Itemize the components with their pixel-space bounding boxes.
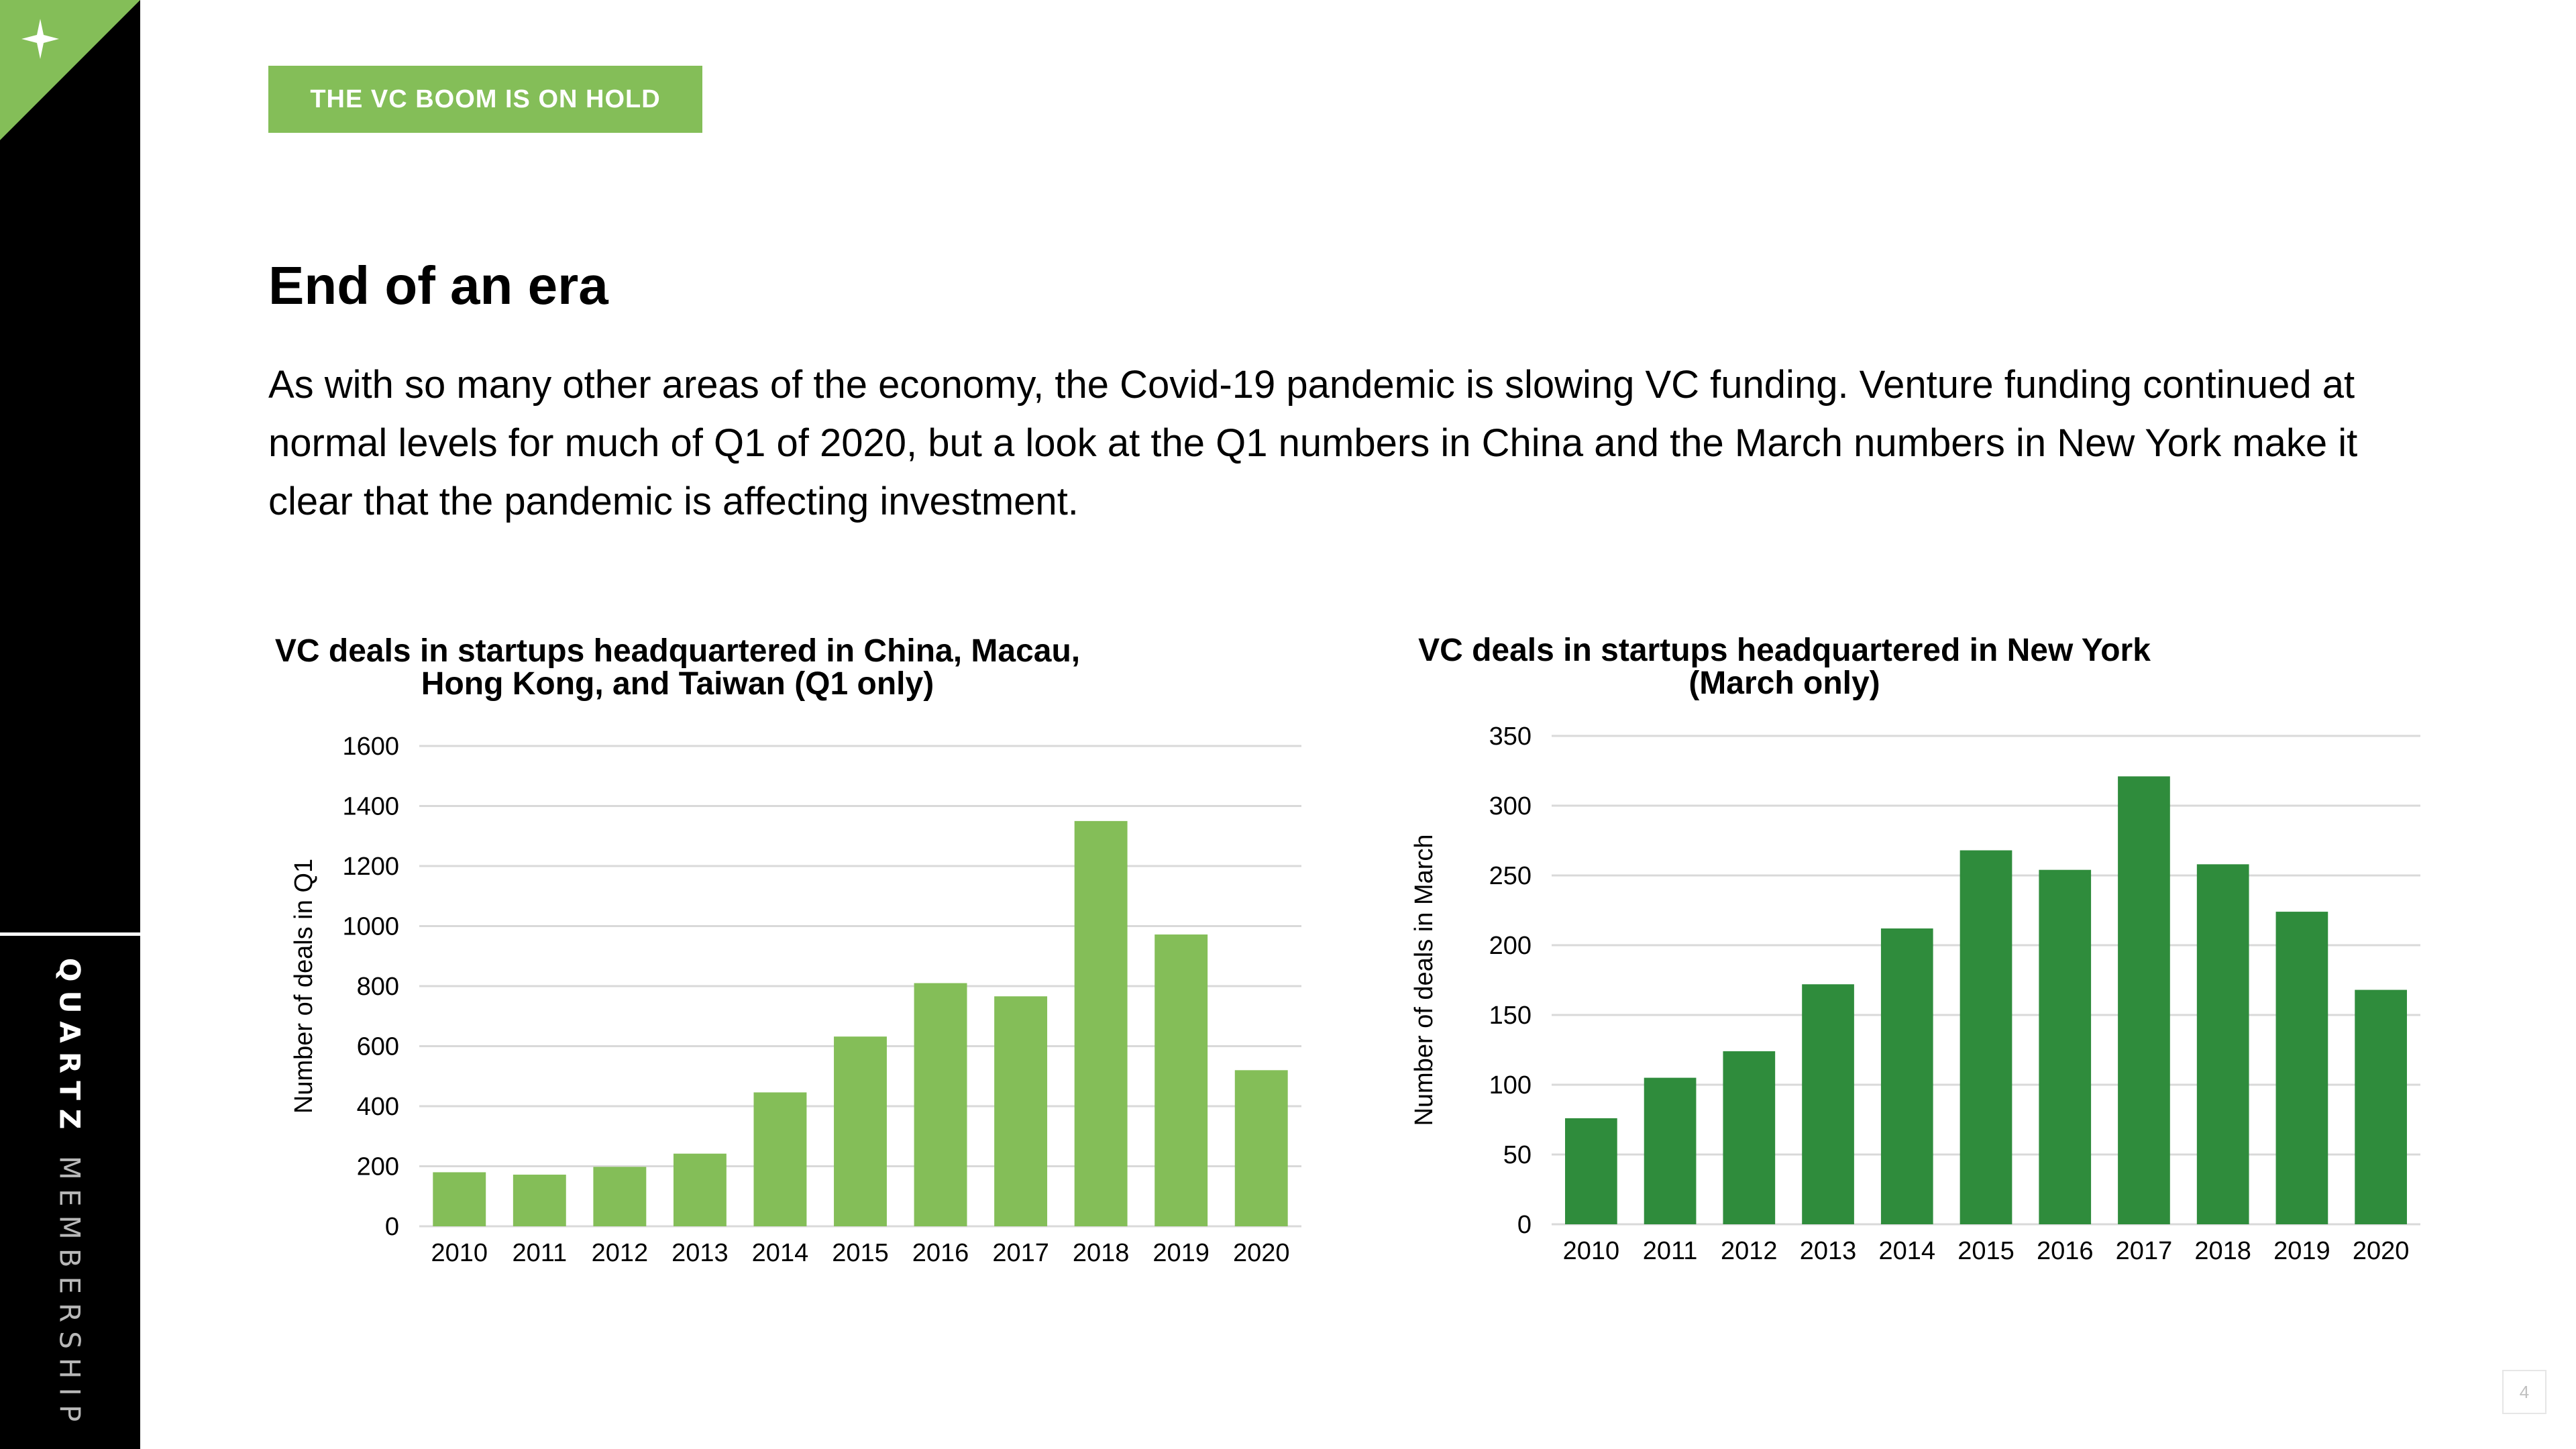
chart-canvas: VC deals in startups headquartered in Ne… <box>1410 633 2420 1265</box>
bar <box>1723 1051 1776 1224</box>
x-tick-label: 2016 <box>2037 1237 2094 1265</box>
brand-sidebar: QUARTZ MEMBERSHIP <box>0 0 140 1449</box>
brand-secondary: MEMBERSHIP <box>53 1155 87 1431</box>
y-axis-label: Number of deals in March <box>1410 834 1438 1126</box>
x-tick-label: 2020 <box>1233 1239 1290 1267</box>
corner-triangle <box>0 0 140 140</box>
x-tick-label: 2017 <box>992 1239 1049 1267</box>
bar <box>2039 869 2092 1224</box>
chart-title: VC deals in startups headquartered in Ne… <box>1418 633 2151 668</box>
bar <box>834 1036 887 1226</box>
x-tick-label: 2015 <box>1957 1237 2015 1265</box>
bar <box>1880 928 1933 1224</box>
x-tick-label: 2018 <box>2194 1237 2251 1265</box>
y-tick-label: 200 <box>357 1153 399 1181</box>
bar <box>513 1175 566 1226</box>
corner-accent <box>0 0 140 140</box>
y-tick-label: 350 <box>1489 722 1532 751</box>
sparkle-icon <box>21 19 59 59</box>
bar <box>1074 820 1128 1226</box>
x-tick-label: 2012 <box>1721 1237 1778 1265</box>
chart-title: VC deals in startups headquartered in Ch… <box>275 633 1080 669</box>
y-tick-label: 600 <box>357 1033 399 1061</box>
chart-new-york-march-deals: VC deals in startups headquartered in Ne… <box>1402 631 2576 1301</box>
x-tick-label: 2012 <box>592 1239 649 1267</box>
bar <box>593 1167 647 1226</box>
x-tick-label: 2011 <box>512 1239 567 1267</box>
x-tick-label: 2017 <box>2116 1237 2173 1265</box>
y-tick-label: 300 <box>1489 792 1532 820</box>
bar <box>753 1092 807 1226</box>
chart-title: (March only) <box>1688 665 1880 701</box>
x-tick-label: 2019 <box>2273 1237 2330 1265</box>
y-tick-label: 400 <box>357 1093 399 1121</box>
bar <box>1960 850 2012 1224</box>
bar <box>2118 776 2170 1224</box>
chart-canvas: VC deals in startups headquartered in Ch… <box>275 633 1301 1267</box>
bar <box>1565 1118 1617 1224</box>
bar <box>994 996 1048 1226</box>
y-tick-label: 100 <box>1489 1071 1532 1099</box>
x-tick-label: 2019 <box>1152 1239 1210 1267</box>
x-tick-label: 2013 <box>672 1239 729 1267</box>
y-tick-label: 0 <box>1517 1211 1532 1239</box>
y-tick-label: 1200 <box>342 853 399 881</box>
y-tick-label: 50 <box>1503 1141 1532 1169</box>
y-tick-label: 250 <box>1489 862 1532 890</box>
y-tick-label: 1000 <box>342 913 399 941</box>
bar <box>2275 912 2328 1224</box>
y-tick-label: 200 <box>1489 932 1532 960</box>
x-tick-label: 2014 <box>752 1239 809 1267</box>
chart-china-q1-deals: VC deals in startups headquartered in Ch… <box>268 631 1449 1301</box>
x-tick-label: 2016 <box>912 1239 969 1267</box>
page-number: 4 <box>2502 1370 2546 1414</box>
x-tick-label: 2013 <box>1800 1237 1857 1265</box>
bar <box>2196 864 2249 1224</box>
chart-title: Hong Kong, and Taiwan (Q1 only) <box>421 666 934 702</box>
bar <box>914 983 967 1226</box>
x-tick-label: 2011 <box>1643 1237 1698 1265</box>
x-tick-label: 2010 <box>1563 1237 1620 1265</box>
y-axis-label: Number of deals in Q1 <box>290 859 318 1114</box>
y-tick-label: 800 <box>357 973 399 1001</box>
bar <box>2355 989 2407 1224</box>
bar <box>1802 984 1854 1224</box>
page-title: End of an era <box>268 256 608 315</box>
sidebar-divider <box>0 932 140 936</box>
x-tick-label: 2020 <box>2353 1237 2410 1265</box>
bar <box>1644 1077 1697 1224</box>
x-tick-label: 2010 <box>431 1239 488 1267</box>
brand-wordmark: QUARTZ MEMBERSHIP <box>54 958 87 1430</box>
y-tick-label: 1400 <box>342 793 399 821</box>
bar <box>433 1172 486 1226</box>
brand-primary: QUARTZ <box>53 957 87 1138</box>
bar <box>673 1153 727 1226</box>
bar <box>1234 1070 1288 1226</box>
x-tick-label: 2018 <box>1073 1239 1130 1267</box>
x-tick-label: 2015 <box>832 1239 889 1267</box>
y-tick-label: 0 <box>385 1213 399 1241</box>
body-paragraph: As with so many other areas of the econo… <box>268 363 2358 523</box>
bar <box>1155 934 1208 1226</box>
section-kicker: THE VC BOOM IS ON HOLD <box>268 66 702 133</box>
x-tick-label: 2014 <box>1878 1237 1935 1265</box>
y-tick-label: 150 <box>1489 1002 1532 1030</box>
y-tick-label: 1600 <box>342 733 399 761</box>
